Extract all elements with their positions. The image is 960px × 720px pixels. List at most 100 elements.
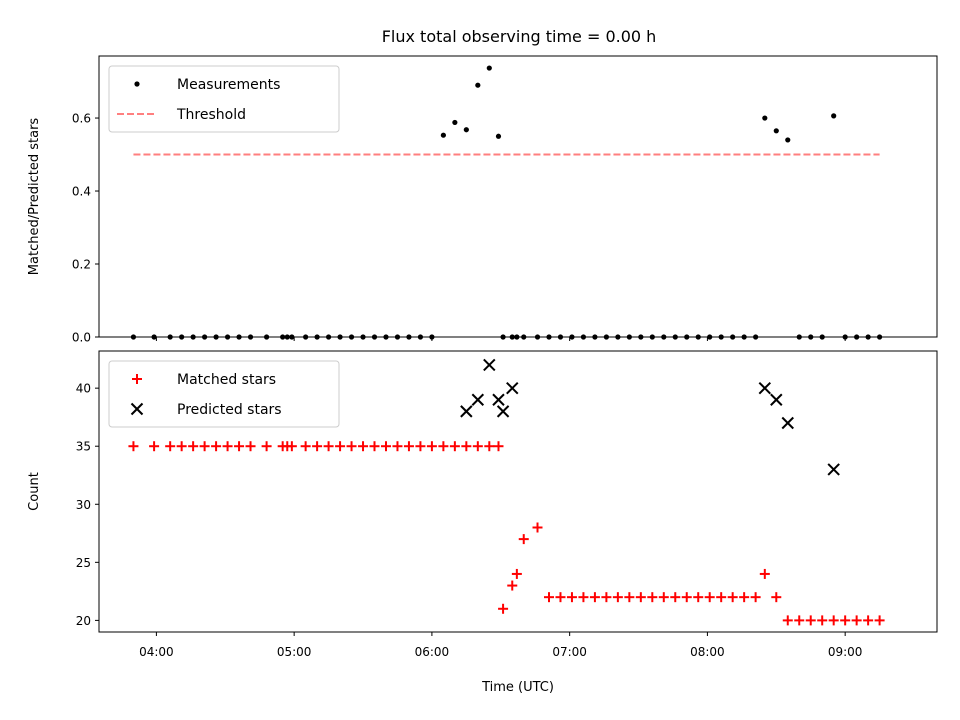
measurement-point	[695, 334, 701, 340]
matched-star-point	[670, 592, 681, 603]
matched-star-point	[727, 592, 738, 603]
x-tick-label: 06:00	[415, 645, 450, 659]
matched-star-point	[335, 441, 346, 452]
measurement-point	[224, 334, 231, 340]
top-y-axis-label: Matched/Predicted stars	[27, 118, 42, 276]
predicted-star-point	[460, 405, 473, 418]
predicted-star-point	[496, 405, 510, 418]
matched-star-point	[415, 441, 426, 452]
matched-star-point	[589, 592, 600, 603]
predicted-star-point	[827, 463, 840, 476]
measurement-point	[741, 334, 747, 340]
matched-star-point	[261, 441, 272, 452]
matched-star-point	[874, 615, 885, 626]
measurement-point	[877, 334, 883, 340]
matched-star-point	[507, 580, 518, 591]
matched-star-point	[635, 592, 646, 603]
y-tick-label: 20	[76, 614, 91, 628]
measurement-point	[475, 82, 481, 88]
bottom-legend: Matched stars Predicted stars	[108, 360, 340, 428]
matched-star-point	[658, 592, 669, 603]
measurement-point	[626, 334, 632, 340]
measurement-point	[557, 334, 564, 340]
matched-star-point	[624, 592, 635, 603]
legend-entry-label: Matched stars	[177, 372, 276, 388]
matched-star-point	[601, 592, 612, 603]
measurement-point	[179, 334, 185, 340]
y-tick-label: 0.4	[72, 185, 91, 199]
legend-predicted-swatch	[130, 402, 144, 416]
predicted-star-point	[758, 381, 772, 395]
matched-star-point	[578, 592, 589, 603]
matched-star-point	[484, 441, 495, 452]
matched-star-point	[863, 615, 874, 626]
matched-star-point	[300, 441, 311, 452]
legend-measurement-swatch	[134, 81, 140, 87]
measurement-point	[417, 334, 424, 340]
measurement-point	[707, 334, 713, 340]
predicted-star-point	[506, 381, 519, 395]
measurement-point	[615, 334, 621, 340]
predicted-star-point	[770, 393, 783, 406]
measurement-point	[730, 334, 736, 340]
predicted-star-point	[492, 393, 505, 406]
matched-star-point	[681, 592, 692, 603]
measurement-point	[661, 334, 667, 340]
matched-star-point	[312, 441, 323, 452]
measurement-point	[394, 334, 401, 340]
measurement-point	[672, 334, 678, 340]
measurement-point	[569, 334, 575, 340]
matched-star-point	[358, 441, 369, 452]
measurement-point	[383, 334, 389, 340]
measurement-point	[592, 334, 598, 340]
measurement-point	[718, 334, 724, 340]
legend-frame	[108, 65, 340, 133]
measurement-point	[190, 334, 196, 340]
x-tick-label: 07:00	[552, 645, 587, 659]
measurement-point	[213, 334, 219, 340]
y-tick-label: 0.2	[72, 258, 91, 272]
y-tick-label: 0.0	[72, 331, 91, 345]
measurement-point	[440, 132, 446, 138]
measurement-point	[280, 334, 286, 340]
matched-star-point	[222, 441, 233, 452]
legend-entry-label: Measurements	[177, 77, 280, 93]
matched-star-point	[739, 592, 750, 603]
matched-star-point	[176, 441, 187, 452]
predicted-star-point	[781, 416, 794, 430]
measurement-point	[303, 334, 309, 340]
matched-star-point	[165, 441, 176, 452]
x-tick-label: 04:00	[139, 645, 174, 659]
matched-star-point	[543, 592, 554, 603]
measurement-point	[865, 334, 871, 340]
legend-entry-label: Predicted stars	[177, 402, 282, 418]
matched-star-point	[346, 441, 357, 452]
measurement-point	[796, 334, 802, 340]
matched-star-point	[380, 441, 391, 452]
measurement-point	[130, 334, 137, 340]
matched-star-point	[498, 603, 509, 614]
y-tick-label: 35	[76, 440, 91, 454]
measurement-point	[521, 334, 527, 340]
top-panel: 0.0 0.2 0.4 0.6 Matched/Predicted stars Mea…	[27, 55, 938, 345]
measurement-point	[348, 334, 355, 340]
measurement-point	[337, 334, 343, 340]
matched-star-point	[555, 592, 566, 603]
bottom-plot-frame	[98, 350, 938, 633]
matched-star-point	[245, 441, 256, 452]
y-tick-label: 30	[76, 498, 91, 512]
matched-star-point	[704, 592, 715, 603]
matched-star-point	[461, 441, 472, 452]
x-tick-label: 08:00	[690, 645, 725, 659]
chart-title: Flux total observing time = 0.00 h	[382, 27, 657, 46]
measurement-point	[360, 334, 366, 340]
matched-star-point	[782, 615, 793, 626]
measurement-point	[649, 334, 655, 340]
measurement-point	[463, 127, 469, 133]
bottom-x-axis-label: Time (UTC)	[481, 680, 554, 695]
measurement-point	[486, 65, 492, 71]
predicted-star-point	[471, 393, 485, 406]
measurement-point	[842, 334, 848, 340]
measurement-point	[819, 334, 825, 340]
